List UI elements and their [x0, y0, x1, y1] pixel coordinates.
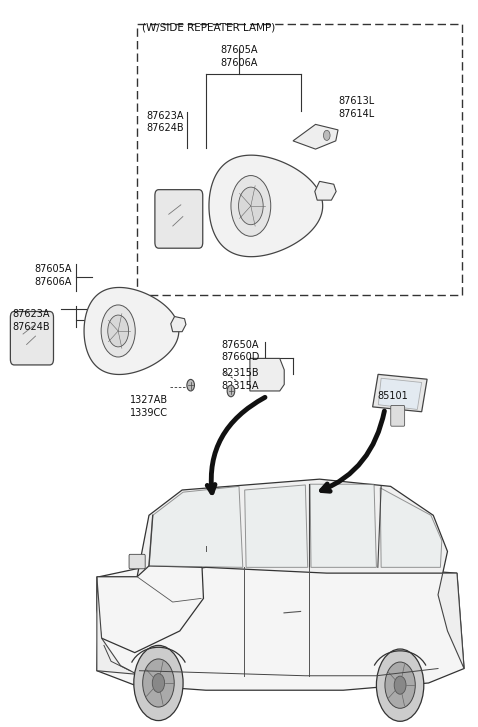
Text: 87623A
87624B: 87623A 87624B	[147, 111, 184, 133]
Text: 1327AB
1339CC: 1327AB 1339CC	[130, 395, 168, 418]
Circle shape	[227, 385, 235, 397]
Polygon shape	[149, 486, 243, 567]
Text: 85101: 85101	[377, 391, 408, 401]
Circle shape	[134, 646, 183, 720]
FancyBboxPatch shape	[391, 406, 405, 426]
Polygon shape	[97, 555, 464, 690]
Polygon shape	[171, 316, 186, 332]
Circle shape	[231, 175, 271, 236]
Circle shape	[376, 649, 424, 721]
Text: (W/SIDE REPEATER LAMP): (W/SIDE REPEATER LAMP)	[142, 23, 275, 33]
Circle shape	[394, 676, 406, 694]
Circle shape	[101, 305, 135, 357]
Text: 87650A
87660D: 87650A 87660D	[221, 340, 260, 363]
Polygon shape	[245, 485, 308, 567]
Polygon shape	[438, 573, 464, 669]
Text: 87623A
87624B: 87623A 87624B	[12, 309, 50, 332]
Bar	[137, 24, 462, 295]
Circle shape	[385, 662, 415, 708]
Circle shape	[239, 187, 263, 225]
Text: 82315B
82315A: 82315B 82315A	[221, 368, 259, 390]
Circle shape	[324, 130, 330, 140]
Polygon shape	[373, 374, 427, 411]
Text: 87605A
87606A: 87605A 87606A	[34, 264, 72, 286]
Text: 87613L
87614L: 87613L 87614L	[338, 96, 375, 119]
Text: 87605A
87606A: 87605A 87606A	[220, 46, 258, 68]
Polygon shape	[137, 479, 447, 577]
Polygon shape	[84, 287, 179, 374]
Polygon shape	[250, 358, 284, 391]
FancyBboxPatch shape	[155, 190, 203, 248]
Polygon shape	[209, 155, 323, 257]
Polygon shape	[97, 566, 204, 653]
Circle shape	[187, 379, 195, 391]
Polygon shape	[293, 124, 338, 149]
FancyBboxPatch shape	[11, 311, 54, 365]
Circle shape	[142, 659, 174, 707]
Polygon shape	[378, 378, 422, 409]
Circle shape	[108, 315, 129, 347]
Circle shape	[152, 674, 164, 692]
Polygon shape	[310, 484, 376, 567]
Polygon shape	[97, 577, 137, 675]
FancyBboxPatch shape	[129, 554, 145, 569]
Polygon shape	[315, 181, 336, 200]
Polygon shape	[380, 488, 442, 567]
